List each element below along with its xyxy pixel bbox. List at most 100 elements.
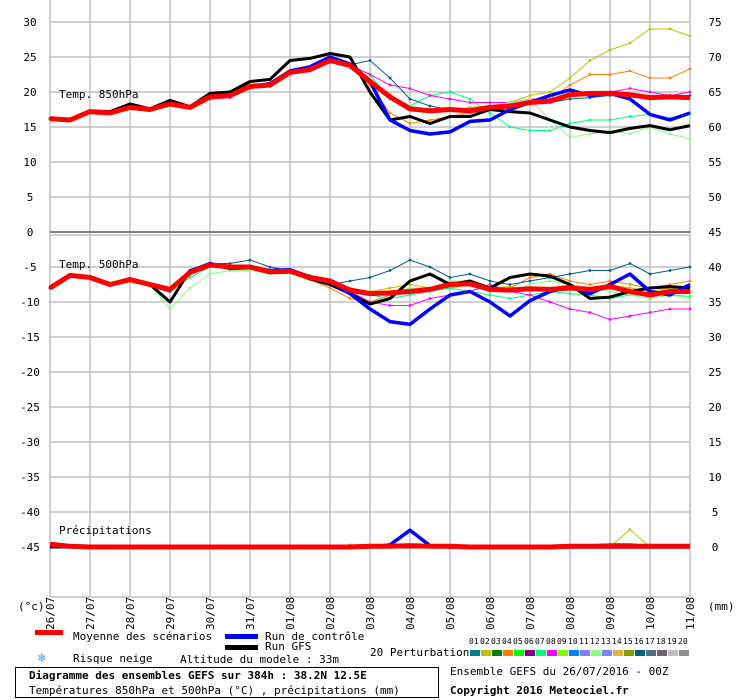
perturbation-07-point <box>188 276 192 279</box>
perturbation-id-label: 08 <box>546 637 556 646</box>
perturbation-id-label: 16 <box>634 637 644 646</box>
y-tick-label-left: -10 <box>20 296 40 309</box>
y-tick-label-right: 10 <box>708 471 721 484</box>
perturbation-swatch <box>580 650 590 656</box>
title-box: Diagramme des ensembles GEFS sur 384h : … <box>15 667 439 698</box>
perturbation-16-point <box>248 258 252 262</box>
chart-subtitle: Températures 850hPa et 500hPa (°C) , pré… <box>29 684 400 697</box>
perturbation-16-point <box>448 276 452 279</box>
perturbation-08-point <box>688 307 692 311</box>
y-tick-label-right: 35 <box>708 296 721 309</box>
perturbation-12-point <box>648 297 652 300</box>
perturbation-02-point <box>628 528 632 531</box>
perturbation-02-point <box>628 286 632 290</box>
perturbation-swatch <box>525 650 535 656</box>
perturbation-07-point <box>448 90 452 94</box>
y-tick-label-left: 0 <box>27 226 34 239</box>
y-tick-label-right: 50 <box>708 191 721 204</box>
perturbation-07-point <box>568 122 572 125</box>
perturbation-id-label: 20 <box>678 637 688 646</box>
perturbation-04-point <box>628 283 632 286</box>
perturbation-swatch <box>657 650 667 656</box>
perturbation-16-point <box>568 97 572 101</box>
y-tick-label-left: -35 <box>20 471 40 484</box>
y-tick-label-left: -15 <box>20 331 40 344</box>
perturbation-04-point <box>428 118 432 122</box>
x-tick-label: 02/08 <box>324 597 337 630</box>
perturbation-swatch <box>646 650 656 656</box>
perturbation-04-point <box>348 297 352 300</box>
y-tick-label-right: 25 <box>708 366 721 379</box>
axis-labels: 26/07 27/07 28/07 29/07 30/07 31/07 01/08 02/08… <box>20 16 722 630</box>
chart-title: Diagramme des ensembles GEFS sur 384h : … <box>29 669 367 682</box>
perturbation-swatch <box>558 650 568 656</box>
perturbation-id-label: 09 <box>557 637 567 646</box>
y-tick-label-left: 20 <box>23 86 36 99</box>
perturbation-07-point <box>568 292 572 295</box>
perturbation-swatch <box>602 650 612 656</box>
perturbation-swatch <box>624 650 634 656</box>
mean-t850-line <box>49 58 691 123</box>
perturbation-04-point <box>388 111 392 115</box>
mean-precip-line <box>49 541 690 550</box>
perturbation-16-point <box>368 59 372 62</box>
perturbation-id-label: 02 <box>480 637 490 646</box>
perturbation-04-point <box>608 279 612 283</box>
perturbation-id-label: 17 <box>645 637 655 646</box>
legend-control-swatch <box>225 634 258 639</box>
perturbation-07-point <box>608 118 612 122</box>
x-tick-label: 31/07 <box>244 597 257 630</box>
perturbation-id-label: 18 <box>656 637 666 646</box>
perturbation-08-point <box>628 87 632 90</box>
perturbation-08-point <box>608 318 612 321</box>
y-tick-label-left: -30 <box>20 436 40 449</box>
perturbation-12-point <box>448 279 452 283</box>
perturbation-08-point <box>448 97 452 101</box>
x-tick-label: 26/07 <box>44 597 57 630</box>
perturbation-id-label: 03 <box>491 637 501 646</box>
x-tick-label: 10/08 <box>644 597 657 630</box>
legend-gfs-swatch <box>225 645 258 650</box>
gfs-t500-line <box>49 262 691 306</box>
perturbation-08-point <box>588 311 592 314</box>
y-tick-label-left: -5 <box>23 261 36 274</box>
y-tick-label-right: 20 <box>708 401 721 414</box>
right-unit: (mm) <box>708 600 735 613</box>
perturbation-02-point <box>668 27 672 31</box>
perturbation-id-label: 15 <box>623 637 633 646</box>
perturbation-16-point <box>388 76 392 80</box>
perturbation-07-point <box>688 295 692 298</box>
label-precip: Précipitations <box>59 524 152 537</box>
perturbation-07-point <box>508 297 512 300</box>
perturbation-12-point <box>588 132 592 136</box>
perturbation-16-point <box>568 272 572 276</box>
perturbation-08-point <box>648 311 652 314</box>
label-t850: Temp. 850hPa <box>59 88 138 101</box>
perturbation-04-point <box>408 122 412 125</box>
perturbation-12-point <box>628 132 632 136</box>
perturbation-12-point <box>668 132 672 136</box>
perturbation-12-point <box>408 286 412 290</box>
x-tick-label: 05/08 <box>444 597 457 630</box>
x-tick-label: 04/08 <box>404 597 417 630</box>
perturbation-id-label: 13 <box>601 637 611 646</box>
y-tick-label-left: -25 <box>20 401 40 414</box>
perturbation-08-point <box>548 300 552 304</box>
x-tick-label: 07/08 <box>524 597 537 630</box>
y-tick-label-right: 75 <box>708 16 721 29</box>
perturbation-08-point <box>368 73 372 76</box>
perturbation-02-point <box>688 34 692 38</box>
perturbation-id-label: 01 <box>469 637 479 646</box>
perturbation-08-point <box>488 283 492 286</box>
perturbation-16-point <box>488 279 492 283</box>
perturbation-16-point <box>628 262 632 265</box>
perturbation-02-point <box>528 94 532 97</box>
perturbation-08-point <box>668 307 672 311</box>
perturbation-16-point <box>408 97 412 101</box>
x-tick-label: 29/07 <box>164 597 177 630</box>
perturbation-08-point <box>428 94 432 97</box>
y-tick-label-left: 25 <box>23 51 36 64</box>
y-tick-label-left: 30 <box>23 16 36 29</box>
copyright: Copyright 2016 Meteociel.fr <box>450 684 629 697</box>
y-tick-label-right: 30 <box>708 331 721 344</box>
